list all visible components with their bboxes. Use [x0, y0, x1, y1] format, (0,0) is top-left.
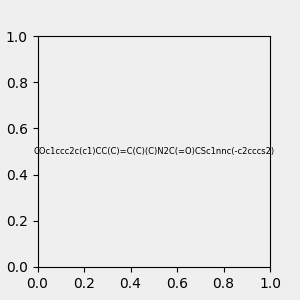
Text: COc1ccc2c(c1)CC(C)=C(C)(C)N2C(=O)CSc1nnc(-c2cccs2): COc1ccc2c(c1)CC(C)=C(C)(C)N2C(=O)CSc1nnc… — [33, 147, 274, 156]
